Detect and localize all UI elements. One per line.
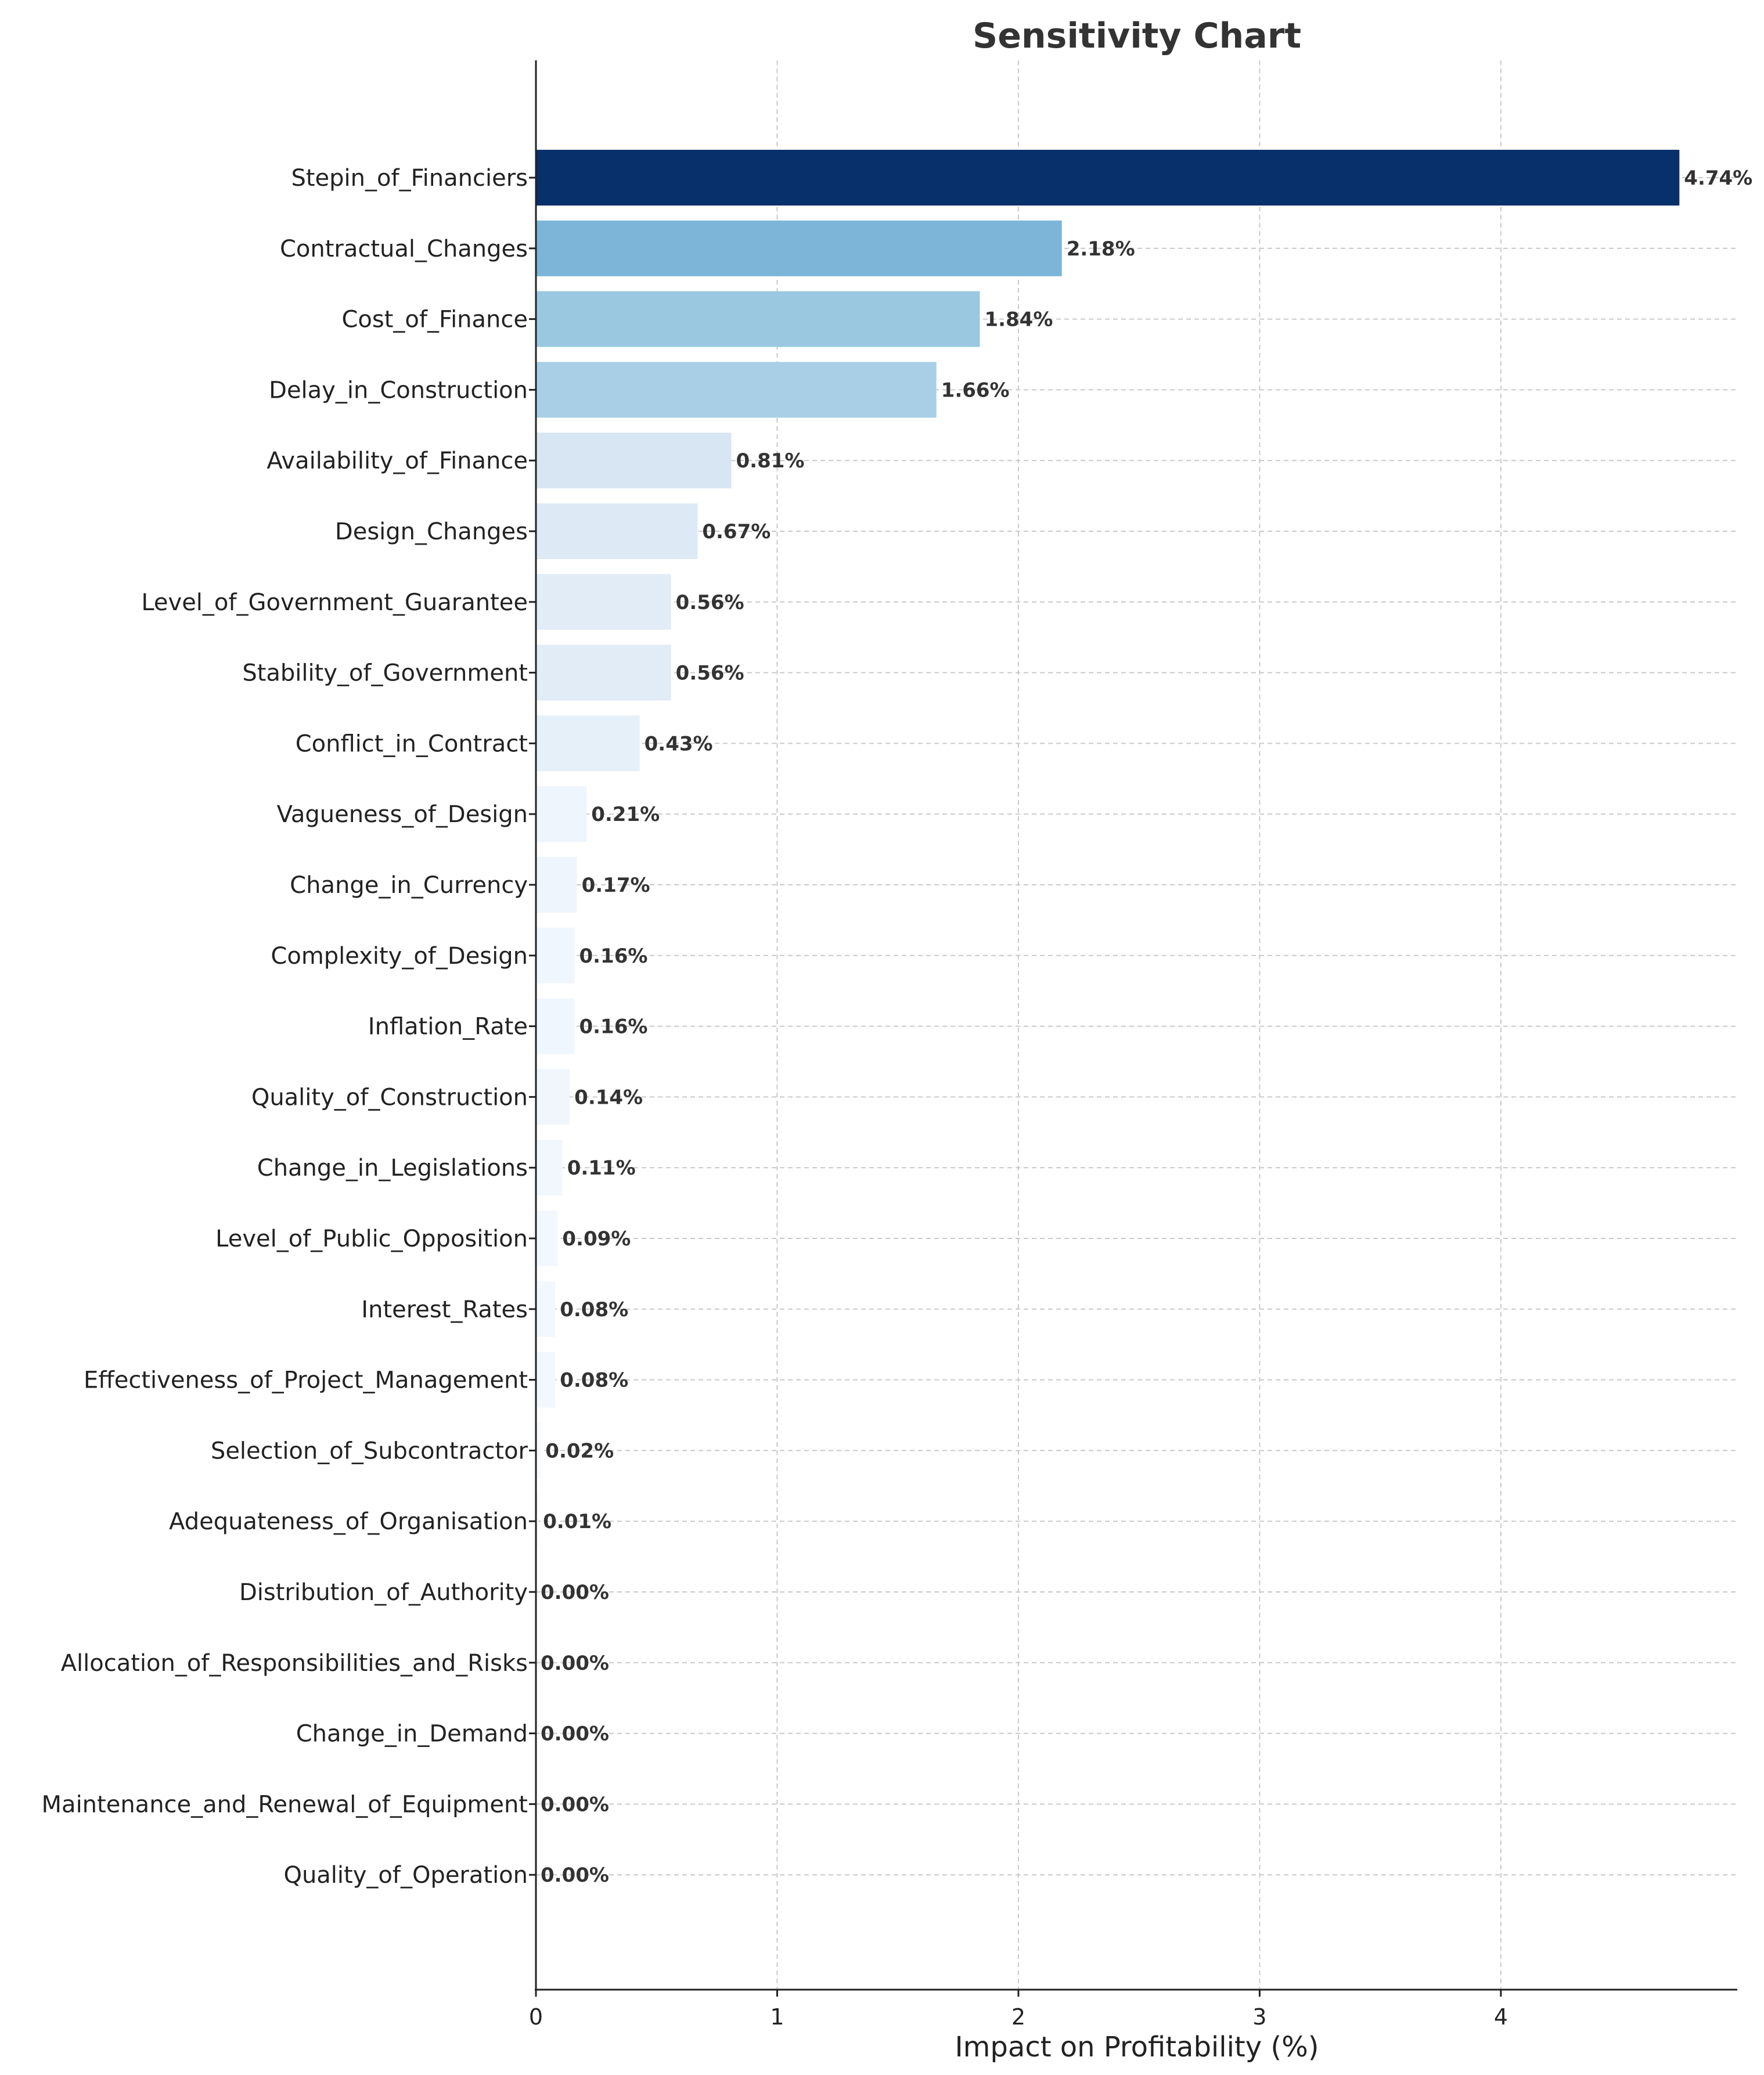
value-label: 0.02%	[545, 1439, 614, 1462]
grid-layer	[536, 60, 1737, 1990]
bar	[536, 998, 575, 1054]
value-label: 0.14%	[574, 1086, 643, 1109]
category-label: Effectiveness_of_Project_Management	[84, 1367, 528, 1394]
value-label: 0.16%	[579, 1015, 647, 1039]
value-label: 0.00%	[541, 1652, 609, 1675]
category-label: Change_in_Demand	[296, 1721, 528, 1748]
value-label: 0.43%	[645, 732, 713, 755]
bar	[536, 715, 640, 772]
value-label: 0.00%	[541, 1793, 609, 1816]
value-label: 0.09%	[562, 1227, 631, 1251]
category-label: Design_Changes	[335, 518, 528, 545]
value-label: 0.56%	[676, 662, 744, 685]
bar	[536, 927, 575, 984]
category-label: Inflation_Rate	[368, 1014, 528, 1040]
category-label: Change_in_Legislations	[257, 1155, 528, 1181]
bar	[536, 857, 577, 913]
bar	[536, 220, 1062, 276]
bar	[536, 644, 671, 701]
bar	[536, 433, 732, 489]
x-tick-label: 4	[1494, 2004, 1508, 2030]
bar	[536, 503, 698, 559]
bar	[536, 1069, 570, 1125]
category-label: Adequateness_of_Organisation	[169, 1508, 528, 1535]
value-label: 0.08%	[560, 1298, 628, 1321]
x-tick-label: 0	[529, 2004, 543, 2030]
x-tick-label: 1	[770, 2004, 784, 2030]
category-label: Quality_of_Construction	[251, 1084, 528, 1111]
value-label: 0.67%	[702, 520, 771, 543]
bar	[536, 1281, 556, 1337]
category-label: Allocation_of_Responsibilities_and_Risks	[61, 1650, 528, 1677]
x-tick-label: 2	[1011, 2004, 1025, 2030]
category-label: Level_of_Public_Opposition	[215, 1226, 528, 1252]
value-label: 0.81%	[736, 449, 805, 473]
value-label: 0.21%	[591, 803, 660, 826]
category-label: Conflict_in_Contract	[296, 730, 528, 757]
value-label: 0.00%	[541, 1581, 609, 1604]
bar	[536, 574, 671, 630]
value-label: 0.56%	[676, 591, 744, 614]
bar	[536, 1352, 556, 1408]
value-label: 0.00%	[541, 1723, 609, 1746]
value-label: 0.08%	[560, 1369, 628, 1392]
category-label: Distribution_of_Authority	[239, 1579, 528, 1606]
category-label: Stepin_of_Financiers	[291, 165, 528, 192]
bar	[536, 1493, 539, 1550]
bar	[536, 1211, 558, 1266]
value-label: 1.84%	[984, 308, 1053, 332]
category-label: Change_in_Currency	[290, 872, 528, 899]
label-layer: Stepin_of_Financiers 4.74% Contractual_Cha…	[42, 165, 1753, 1889]
value-label: 2.18%	[1067, 237, 1135, 261]
bar	[536, 1140, 563, 1196]
category-label: Selection_of_Subcontractor	[211, 1438, 528, 1464]
category-label: Quality_of_Operation	[283, 1862, 528, 1889]
category-label: Contractual_Changes	[280, 236, 528, 262]
x-tick-label: 3	[1252, 2004, 1266, 2030]
category-label: Maintenance_and_Renewal_of_Equipment	[42, 1791, 528, 1818]
category-label: Delay_in_Construction	[269, 377, 528, 404]
value-label: 4.74%	[1684, 167, 1752, 190]
bar	[536, 1422, 541, 1479]
category-label: Vagueness_of_Design	[277, 801, 528, 828]
axis-layer: 0 1 2 3 4	[529, 60, 1737, 2030]
value-label: 0.17%	[582, 874, 650, 897]
category-label: Interest_Rates	[361, 1296, 528, 1323]
value-label: 0.11%	[567, 1157, 636, 1180]
category-label: Cost_of_Finance	[341, 307, 528, 333]
chart-title: Sensitivity Chart	[973, 16, 1301, 56]
bar-layer	[536, 150, 1680, 1550]
category-label: Complexity_of_Design	[271, 943, 528, 970]
value-label: 0.00%	[541, 1864, 609, 1887]
value-label: 0.01%	[543, 1510, 611, 1533]
value-label: 0.16%	[579, 945, 647, 968]
category-label: Availability_of_Finance	[267, 448, 528, 474]
bar	[536, 362, 937, 418]
x-axis-title: Impact on Profitability (%)	[955, 2031, 1319, 2063]
bar	[536, 150, 1680, 206]
bar	[536, 786, 587, 842]
bar	[536, 291, 980, 347]
category-label: Level_of_Government_Guarantee	[141, 589, 528, 616]
category-label: Stability_of_Government	[242, 660, 528, 687]
value-label: 1.66%	[941, 379, 1010, 402]
